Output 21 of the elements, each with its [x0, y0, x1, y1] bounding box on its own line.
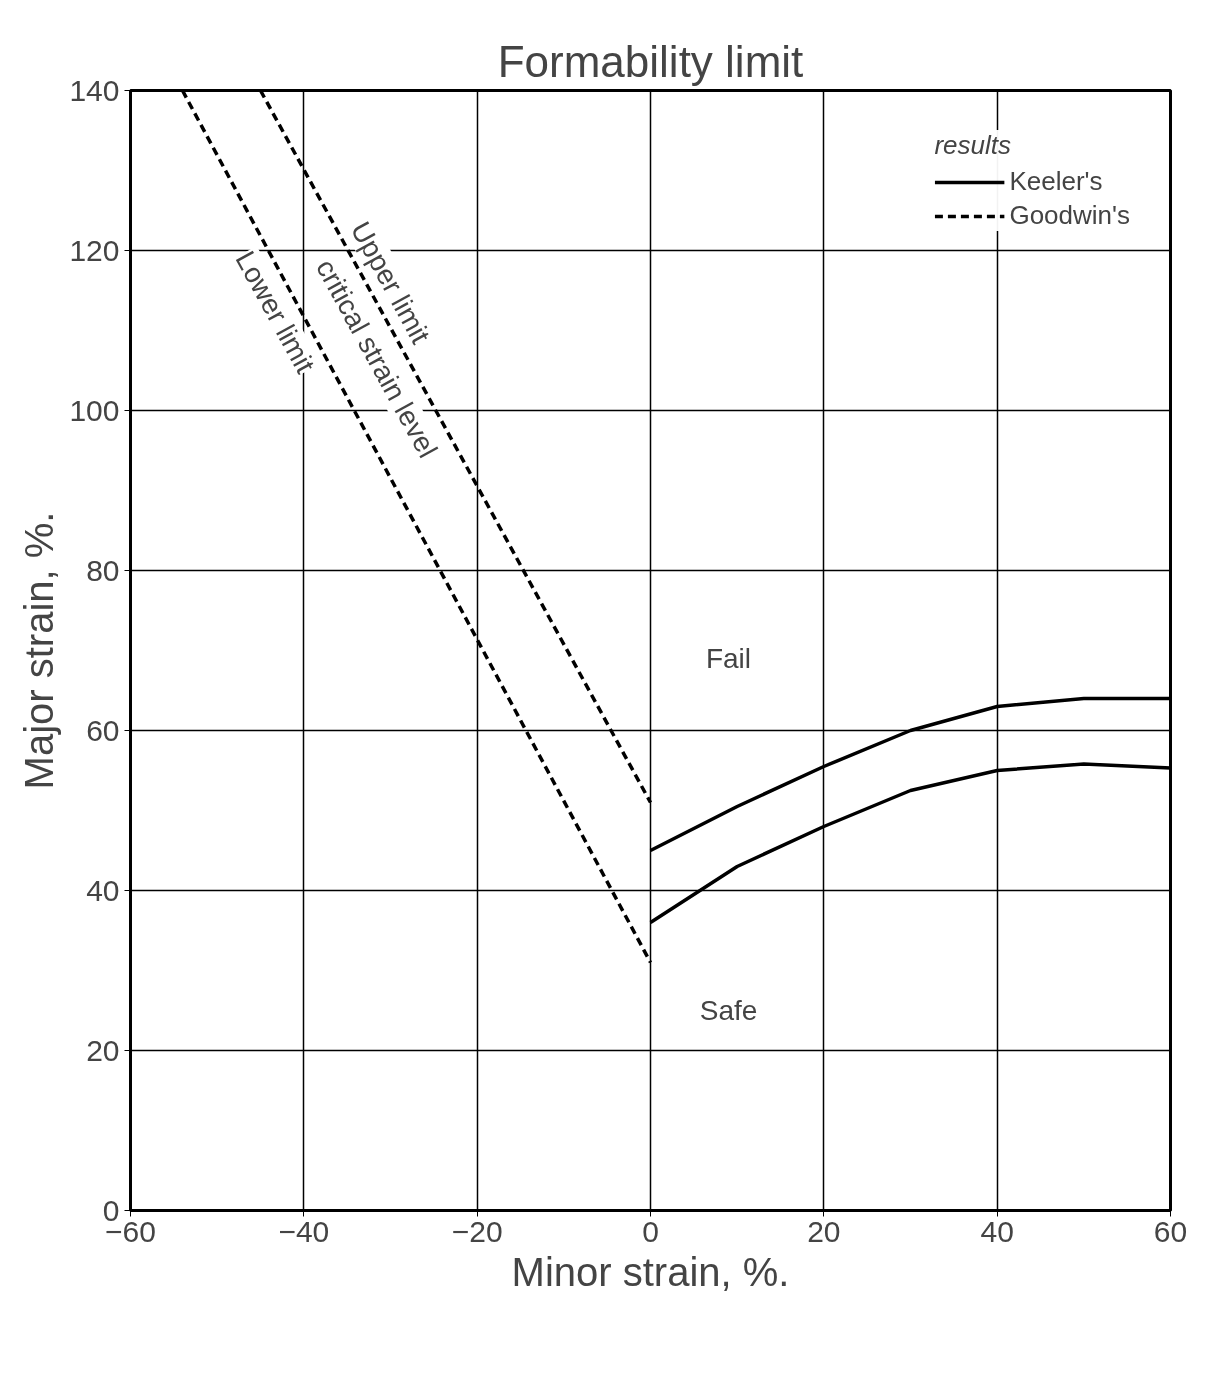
y-tick-label: 40 — [86, 873, 120, 907]
y-tick-label: 100 — [69, 393, 120, 427]
x-tick-label: 60 — [1153, 1214, 1188, 1248]
x-tick-label: 40 — [980, 1214, 1014, 1248]
x-axis-title: Minor strain, %. — [511, 1249, 790, 1294]
y-tick-label: 20 — [86, 1033, 120, 1067]
y-tick-label: 140 — [69, 73, 120, 107]
legend-label: Goodwin's — [1009, 200, 1130, 231]
x-tick-label: −40 — [278, 1214, 330, 1248]
y-axis-title: Major strain, %. — [17, 511, 62, 790]
annotation: Fail — [705, 643, 752, 674]
y-tick-label: 60 — [86, 713, 120, 747]
x-tick-label: 0 — [642, 1214, 659, 1248]
legend-title: results — [934, 130, 1012, 161]
chart-title: Formability limit — [497, 36, 804, 86]
annotation: Safe — [699, 995, 758, 1026]
y-tick-label: 120 — [69, 233, 120, 267]
legend-label: Keeler's — [1009, 166, 1103, 197]
x-tick-label: −20 — [451, 1214, 503, 1248]
x-tick-label: 20 — [807, 1214, 841, 1248]
y-tick-label: 80 — [86, 553, 120, 587]
